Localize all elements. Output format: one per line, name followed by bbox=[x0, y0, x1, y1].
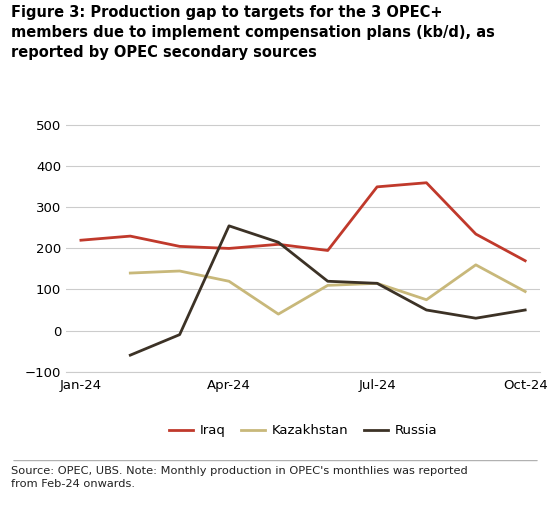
Text: Figure 3: Production gap to targets for the 3 OPEC+
members due to implement com: Figure 3: Production gap to targets for … bbox=[11, 5, 495, 60]
Text: Source: OPEC, UBS. Note: Monthly production in OPEC's monthlies was reported
fro: Source: OPEC, UBS. Note: Monthly product… bbox=[11, 466, 468, 489]
Legend: Iraq, Kazakhstan, Russia: Iraq, Kazakhstan, Russia bbox=[164, 419, 442, 442]
